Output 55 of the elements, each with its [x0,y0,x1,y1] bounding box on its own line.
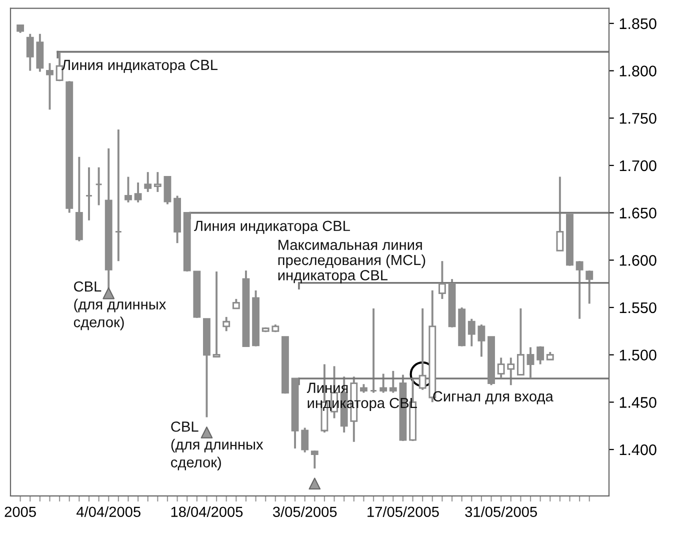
candlestick [124,176,132,204]
candlestick [95,166,103,206]
x-tick-label: 18/04/2005 [171,506,243,518]
annotation: Сигнал для входа [433,391,554,404]
x-tick-label: 3/05/2005 [272,506,337,518]
candlestick [46,62,54,111]
candlestick [468,318,476,348]
candlestick [144,171,152,193]
y-tick-label: 1.700 [620,160,656,172]
candlestick [438,260,446,300]
candlestick [370,307,378,394]
annotation: CBL (для длинных сделок) [74,281,166,330]
candlestick [26,32,34,72]
point [102,287,115,300]
candlestick [497,356,505,379]
point [200,426,213,438]
x-tick-label: 2005 [4,506,36,518]
y-tick-label: 1.450 [620,397,656,408]
candlestick [222,316,230,332]
y-tick-label: 1.600 [620,255,656,266]
candlestick [586,270,594,305]
candlestick [114,128,122,262]
candlestick [478,324,486,358]
x-tick-label: 31/05/2005 [465,506,537,518]
candlestick [507,356,515,386]
candlestick [576,260,584,320]
point [308,478,321,490]
ref-line-label: Максимальная линия преследования (MCL) индикатора CBL [278,240,426,284]
candlestick [380,372,388,394]
candlestick [310,449,318,470]
candlestick [134,182,142,204]
y-tick-label: 1.500 [620,350,656,361]
candlestick [232,298,240,310]
y-tick-label: 1.550 [620,302,656,314]
legend-label: Линия индикатора CBL [62,60,218,73]
candlestick [212,270,220,358]
candlestick [526,346,534,379]
y-tick-label: 1.400 [620,444,656,456]
candlestick [556,176,564,252]
x-tick-label: 4/04/2005 [76,506,140,518]
candlestick [301,426,309,454]
candlestick [85,166,93,222]
candlestick [516,307,524,376]
y-tick-label: 1.800 [620,66,656,76]
y-tick-label: 1.850 [620,18,656,30]
x-tick-label: 17/05/2005 [368,506,439,518]
candlestick [389,370,397,394]
candlestick [418,307,426,391]
candlestick [536,345,544,366]
candlestick [154,171,162,193]
y-tick-label: 1.750 [620,112,656,124]
y-tick-label: 1.650 [620,208,656,218]
ref-line-label: Линия индикатора CBL [306,382,417,412]
legend-label: Линия индикатора CBL [194,220,350,234]
annotation: CBL (для длинных сделок) [171,421,264,470]
